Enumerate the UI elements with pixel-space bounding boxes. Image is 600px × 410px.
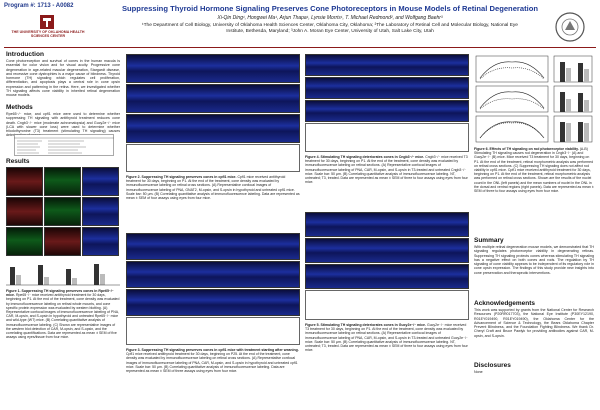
bar-panel [126, 317, 300, 345]
caption-text: Cngb3⁻/⁻ mice received T3 treatment for … [305, 155, 468, 185]
micrograph [305, 212, 469, 237]
micrograph [6, 167, 43, 196]
section-heading: Results [6, 158, 30, 165]
figure-caption: Figure 1. Suppressing TH signaling prese… [6, 289, 120, 339]
logo-mark [43, 18, 51, 27]
section-heading: Acknowledgements [474, 300, 536, 307]
figure-caption: Figure 2. Suppressing TH signaling prese… [126, 175, 300, 200]
caption-text: Cpfl1 mice received antithyroid treatmen… [126, 175, 300, 201]
caption-text: Gucy2e⁻/⁻ mice received T3 treatment for… [305, 323, 468, 353]
micrograph [126, 84, 300, 113]
figure-4-images [305, 54, 469, 152]
caption-text: Rpe65⁻/⁻ mice received antithyroid treat… [6, 293, 120, 340]
micrograph [305, 264, 469, 289]
figure-2-images [126, 54, 300, 172]
micrograph [126, 261, 300, 288]
section-heading: Introduction [6, 51, 44, 58]
micrograph [44, 167, 81, 196]
poster-title: Suppressing Thyroid Hormone Signaling Pr… [121, 4, 539, 13]
figure-1-plots [6, 264, 120, 286]
micrograph [44, 227, 81, 256]
seal-inner [561, 18, 579, 36]
caption-text: (A-B) Stimulating TH signaling causes ro… [474, 147, 594, 194]
plot-frames [475, 55, 593, 143]
logo-text: THE UNIVERSITY OF OKLAHOMA HEALTH SCIENC… [11, 30, 85, 39]
plot-bars [560, 62, 589, 142]
table-rows [17, 140, 86, 154]
caption-title: Figure 6. Effects of TH signaling on rod… [474, 147, 579, 151]
micrograph [82, 167, 119, 196]
seal-mark [565, 21, 575, 30]
affiliations: ¹The Department of Cell Biology, Univers… [142, 23, 518, 34]
caption-text: Cpfl1 mice received antithyroid treatmen… [126, 352, 298, 374]
micrograph [126, 114, 300, 143]
section-text: None [474, 370, 483, 374]
section-text: Cone photoreception and survival of cone… [6, 59, 120, 98]
section-text: This work was supported by grants from t… [474, 308, 594, 338]
caption-title: Figure 5. Stimulating TH signaling deter… [305, 323, 426, 327]
micrograph [126, 233, 300, 260]
figure-caption: Figure 5. Stimulating TH signaling deter… [305, 323, 469, 352]
bar-panel [10, 264, 105, 285]
program-number: Program #: 1713 - A0082 [4, 3, 74, 9]
figure-caption: Figure 4. Stimulating TH signaling deter… [305, 155, 469, 184]
figure-caption: Figure 6. Effects of TH signaling on rod… [474, 147, 594, 193]
micrograph [6, 227, 43, 256]
bar-panel [305, 123, 469, 152]
micrograph [82, 227, 119, 256]
bar-panel [305, 290, 469, 320]
caption-title: Figure 3. Suppressing TH signaling prese… [126, 348, 299, 352]
logo [40, 15, 54, 29]
micrograph [126, 54, 300, 83]
figure-6-plots [475, 55, 593, 143]
caption-title: Figure 4. Stimulating TH signaling deter… [305, 155, 425, 159]
right-logo [555, 12, 585, 42]
header-rule [4, 47, 596, 48]
methods-table [14, 134, 114, 156]
authors: Xi-Qin Ding¹, Hongwei Ma¹, Arjun Thapa¹,… [217, 15, 443, 21]
caption-title: Figure 1. Suppressing TH signaling prese… [6, 289, 114, 298]
micrograph [305, 77, 469, 99]
section-heading: Summary [474, 237, 504, 244]
section-heading: Disclosures [474, 362, 511, 369]
section-heading: Methods [6, 104, 33, 111]
seal-ring [555, 12, 585, 42]
micrograph [305, 100, 469, 122]
figure-5-images [305, 212, 469, 320]
figure-3-images [126, 233, 300, 345]
figure-1-images [6, 167, 120, 257]
micrograph [126, 289, 300, 316]
caption-title: Figure 2. Suppressing TH signaling prese… [126, 175, 237, 179]
micrograph [6, 197, 43, 226]
micrograph [82, 197, 119, 226]
bar-panel [126, 144, 300, 172]
micrograph [44, 197, 81, 226]
micrograph [305, 54, 469, 76]
figure-caption: Figure 3. Suppressing TH signaling prese… [126, 348, 300, 373]
micrograph [305, 238, 469, 263]
plot-lines [479, 61, 545, 139]
section-text: With multiple retinal degeneration mouse… [474, 245, 594, 275]
table-frame [14, 134, 114, 156]
